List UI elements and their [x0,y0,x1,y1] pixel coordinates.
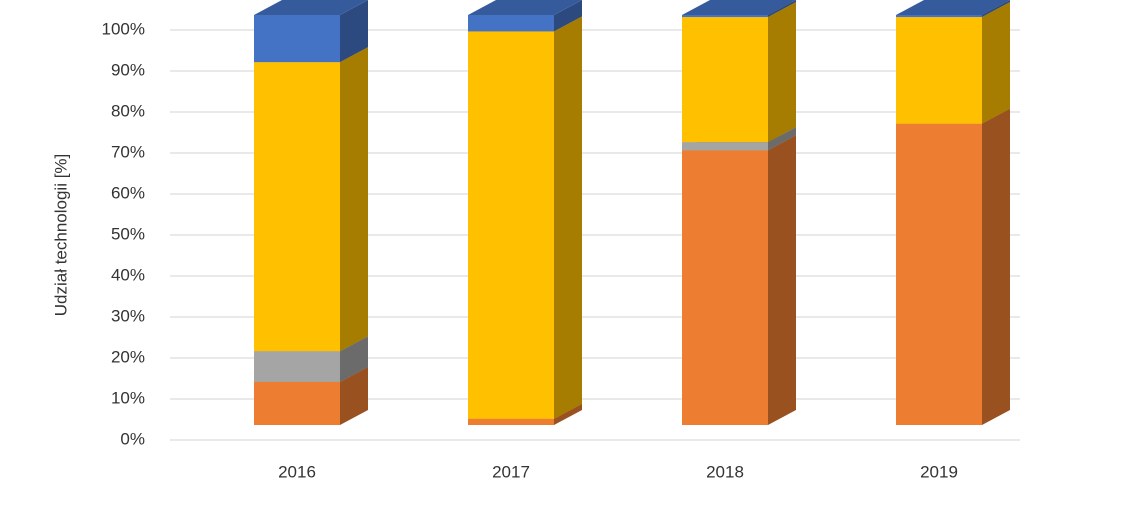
bar-segment [682,15,768,18]
y-tick-label: 40% [111,265,145,284]
y-tick-label: 30% [111,306,145,325]
y-tick-label: 70% [111,142,145,161]
bar-side [554,403,582,425]
y-tick-label: 10% [111,388,145,407]
bar-segment [468,15,554,32]
y-tick-label: 90% [111,60,145,79]
y-tick-label: 100% [102,19,145,38]
bar-segment [682,142,768,151]
bar-side [768,127,796,151]
bar-top [682,0,796,15]
y-axis-label: Udział technologii [%] [51,154,70,317]
bar-side [554,16,582,419]
x-tick-label: 2016 [278,462,316,481]
bar-segment [896,15,982,18]
x-tick-label: 2017 [492,462,530,481]
y-tick-label: 20% [111,347,145,366]
bar-top [254,0,368,15]
bar-side [982,108,1010,426]
bar-side [768,2,796,143]
bar-segment [254,62,340,352]
bar-side [340,47,368,352]
y-tick-label: 0% [120,429,145,448]
bar-segment [896,17,982,124]
y-tick-label: 50% [111,224,145,243]
bar-side [554,0,582,32]
bar-segment [896,123,982,426]
x-tick-label: 2019 [920,462,958,481]
y-tick-label: 80% [111,101,145,120]
bar-segment [468,31,554,419]
bar-side [340,366,368,425]
bar-side [768,0,796,18]
bar-side [982,0,1010,18]
x-tick-label: 2018 [706,462,744,481]
bar-segment [682,17,768,143]
y-tick-label: 60% [111,183,145,202]
bar-segment [468,418,554,425]
bar-side [340,0,368,63]
bar-side [982,2,1010,124]
bar-segment [254,381,340,425]
bar-segment [682,150,768,426]
bar-side [768,135,796,426]
bar-segment [254,351,340,382]
bar-segment [254,15,340,63]
bar-side [340,336,368,382]
bar-top [468,0,582,15]
bar-top [896,0,1010,15]
